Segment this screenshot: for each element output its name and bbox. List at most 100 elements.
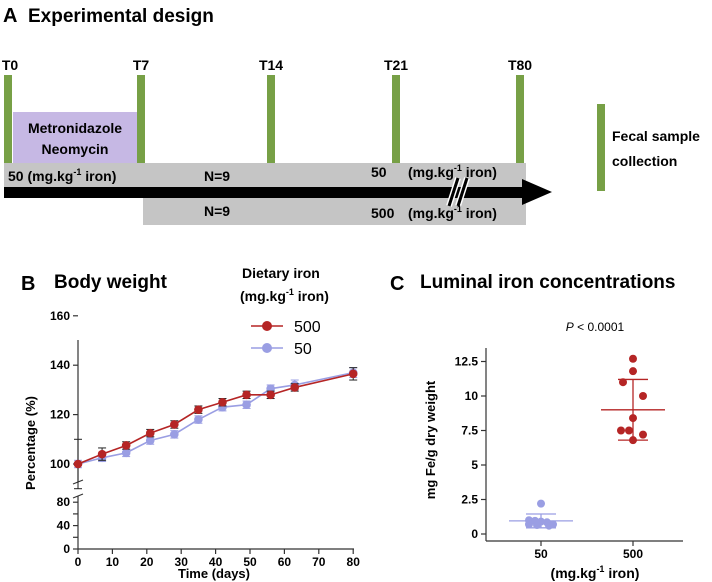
y-axis-break-bottom (72, 493, 84, 499)
iron-ticks: 0 2.5 5 7.5 10 12.5 50 500 (455, 355, 644, 562)
data-point-50 (194, 415, 203, 424)
iron-axes (485, 348, 683, 542)
panel-c-letter: C (390, 273, 404, 295)
iron-x-axis-label: (mg.kg-1 iron) (551, 564, 640, 581)
x-tick-label: 10 (106, 555, 120, 569)
data-point-50 (145, 436, 155, 445)
data-point-500 (629, 436, 637, 445)
data-point-500 (639, 392, 647, 400)
fecal-label-1: Fecal sample (612, 128, 700, 144)
group-1-bar (4, 163, 526, 187)
y-tick-label: 7.5 (461, 424, 478, 438)
fecal-label-2: collection (612, 153, 677, 169)
data-point-50 (537, 499, 545, 508)
iron-points (509, 354, 665, 530)
x-tick-label: 60 (278, 555, 292, 569)
data-point-500 (73, 459, 83, 469)
data-point-500 (617, 426, 625, 435)
timepoint-label-t0: T0 (2, 57, 19, 73)
x-axis-label: Time (days) (178, 566, 250, 581)
y-tick-label: 0 (63, 542, 70, 556)
timepoint-bar-t0 (4, 75, 12, 163)
legend-label-500: 500 (294, 319, 321, 336)
legend-label-50: 50 (294, 341, 312, 358)
group-2-unit-right: (mg.kg-1 iron) (408, 204, 497, 221)
x-tick-label: 40 (209, 555, 223, 569)
group-1-dose: 50 (mg.kg-1 iron) (8, 167, 116, 184)
panel-b-title: Body weight (54, 272, 168, 293)
group-1-n: N=9 (204, 168, 230, 184)
p-value-annotation: P < 0.0001 (566, 320, 625, 334)
data-point-500 (170, 420, 179, 429)
y-tick-label: 140 (50, 358, 70, 372)
data-point-500 (290, 383, 300, 392)
data-point-500 (348, 369, 358, 379)
data-point-500 (629, 414, 637, 423)
group-2-n: N=9 (204, 203, 230, 219)
data-point-50 (533, 521, 541, 530)
group-1-unit-right: (mg.kg-1 iron) (408, 163, 497, 180)
x-tick-label: 30 (175, 555, 189, 569)
data-point-500 (639, 430, 647, 439)
data-point-50 (545, 521, 553, 530)
x-tick-label: 80 (347, 555, 361, 569)
legend-marker-500 (262, 321, 272, 331)
data-point-500 (242, 390, 251, 400)
y-tick-label: 40 (57, 519, 71, 533)
panel-c-title: Luminal iron concentrations (420, 272, 675, 293)
timepoint-label-t14: T14 (259, 57, 283, 73)
panel-a-title: Experimental design (28, 6, 214, 27)
timepoint-label-t80: T80 (508, 57, 532, 73)
data-point-500 (194, 405, 203, 414)
data-point-500 (218, 397, 227, 407)
timepoint-bar-t7 (137, 75, 145, 163)
x-tick-label: 500 (623, 547, 643, 561)
panel-b: B Body weight Dietary iron (mg.kg-1 iron… (21, 265, 360, 581)
data-point-500 (266, 390, 275, 400)
timepoint-bar-t21 (392, 75, 400, 163)
y-tick-label: 12.5 (455, 355, 479, 369)
y-axis-label: Percentage (%) (23, 396, 38, 490)
y-tick-label: 120 (50, 408, 70, 422)
data-point-50 (525, 520, 533, 529)
timepoint-bar-t80 (516, 75, 524, 163)
data-point-50 (170, 430, 179, 439)
legend-title-1: Dietary iron (242, 265, 320, 281)
legend-title-2: (mg.kg-1 iron) (240, 287, 329, 304)
body-weight-axes (72, 340, 354, 550)
iron-y-axis-label: mg Fe/g dry weight (423, 380, 438, 499)
legend-marker-50 (262, 343, 272, 353)
body-weight-series (73, 367, 358, 490)
y-tick-label: 10 (465, 389, 479, 403)
group-1-dose-right: 50 (371, 164, 387, 180)
x-tick-label: 50 (534, 547, 548, 561)
timeline-arrow-head (522, 179, 552, 205)
antibiotic-label-2: Neomycin (42, 141, 109, 157)
x-tick-label: 70 (312, 555, 326, 569)
y-tick-label: 100 (50, 457, 70, 471)
timeline-arrow-shaft (4, 187, 526, 198)
data-point-500 (629, 354, 637, 363)
data-point-500 (145, 428, 155, 438)
timepoint-label-t7: T7 (133, 57, 150, 73)
panel-a-letter: A (3, 5, 17, 27)
x-tick-label: 0 (75, 555, 82, 569)
data-point-500 (625, 426, 633, 435)
data-point-500 (121, 441, 131, 450)
series-line-500 (77, 373, 354, 465)
data-point-500 (97, 449, 107, 459)
panel-a: A Experimental design Metronidazole Neom… (2, 5, 700, 225)
x-tick-label: 20 (140, 555, 154, 569)
y-tick-label: 80 (57, 495, 71, 509)
data-point-50 (242, 400, 251, 410)
x-tick-label: 50 (243, 555, 257, 569)
y-tick-label: 0 (471, 527, 478, 541)
y-tick-label: 5 (471, 458, 478, 472)
y-tick-label: 160 (50, 309, 70, 323)
y-tick-label: 2.5 (461, 493, 478, 507)
data-point-500 (629, 367, 637, 376)
group-2-dose-right: 500 (371, 205, 395, 221)
fecal-sample-bar (597, 104, 605, 191)
